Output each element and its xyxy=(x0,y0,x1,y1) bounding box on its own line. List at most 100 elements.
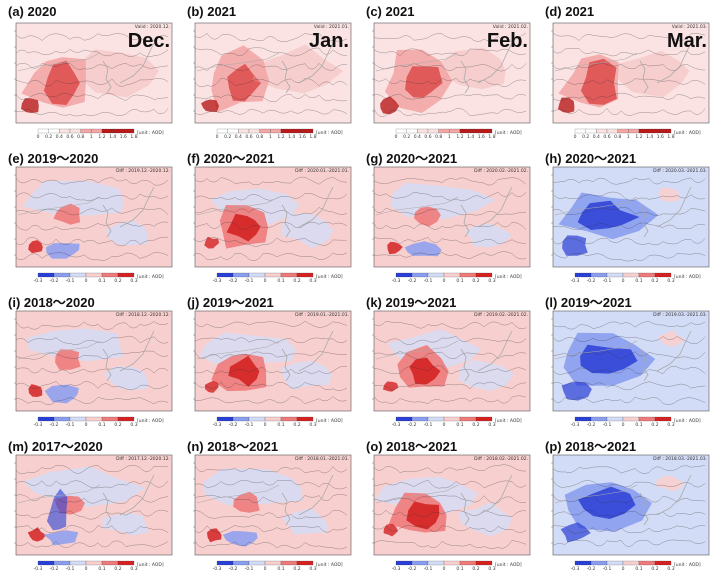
colorbar-unit: [unit : AOD] xyxy=(495,418,522,424)
colorbar-segment xyxy=(280,128,292,134)
colorbar-segment xyxy=(248,560,266,566)
colorbar-segment xyxy=(459,272,477,278)
aod-region xyxy=(405,66,443,98)
colorbar-tick: -0.3 xyxy=(392,566,401,572)
colorbar-segment xyxy=(606,272,624,278)
colorbar-segment xyxy=(585,128,597,134)
aod-region xyxy=(617,50,690,98)
colorbar-tick: -0.1 xyxy=(66,422,75,428)
colorbar-segment xyxy=(449,128,461,134)
colorbar-tick: 0.2 xyxy=(45,134,52,140)
contour-line xyxy=(553,480,706,488)
aod-region xyxy=(464,223,513,248)
colorbar-tick: 0.2 xyxy=(114,278,121,284)
colorbar-tick: 0 xyxy=(574,134,577,140)
colorbar-tick: 1 xyxy=(448,134,451,140)
colorbar-segment xyxy=(654,560,672,566)
map-panel: (p) 2018～2021 Diff : 2018.03.-2021.03. -0.… xyxy=(541,436,713,577)
aod-region xyxy=(44,384,79,404)
colorbar-tick: 0.1 xyxy=(456,422,463,428)
colorbar-tick: 0.2 xyxy=(293,566,300,572)
colorbar-segment xyxy=(459,416,477,422)
contour-line xyxy=(16,540,169,548)
colorbar-tick: 0 xyxy=(264,566,267,572)
contour-line xyxy=(374,479,527,489)
aod-region xyxy=(413,206,441,227)
panel-header: Diff : 2019.12.-2020.12. xyxy=(116,168,170,174)
colorbar-tick: 0.2 xyxy=(293,422,300,428)
colorbar-segment xyxy=(101,128,113,134)
colorbar-segment xyxy=(654,416,672,422)
colorbar-tick: 0 xyxy=(264,422,267,428)
contour-line xyxy=(374,495,527,504)
colorbar-tick: 0.2 xyxy=(224,134,231,140)
aod-map: Valid : 2021.03.Mar. 0 0.2 0.4 0.6 0.8 1 1.2 1.4… xyxy=(551,22,710,140)
aod-region xyxy=(387,241,403,255)
colorbar-segment xyxy=(481,128,493,134)
colorbar-segment xyxy=(296,560,314,566)
aod-map: Diff : 2018.03.-2021.03. -0.3 -0.2 -0.1 0 0.1… xyxy=(551,454,710,572)
aod-region xyxy=(558,97,575,113)
coastline xyxy=(554,484,638,504)
colorbar-tick: 0.1 xyxy=(277,422,284,428)
map-panel: (c) 2021 Valid : 2021.02. Feb. 0 0.2 0.4 0.6 0.… xyxy=(362,4,534,145)
panel-header: Valid : 2021.03. xyxy=(672,24,707,30)
contour-line xyxy=(553,396,706,405)
colorbar-tick: 1 xyxy=(269,134,272,140)
contour-line xyxy=(374,48,527,57)
colorbar-segment xyxy=(101,416,119,422)
colorbar-segment xyxy=(443,416,461,422)
colorbar-tick: 0.1 xyxy=(456,278,463,284)
panel-label: (o) 2018～2021 xyxy=(366,439,458,454)
coastline xyxy=(656,330,692,372)
contour-line xyxy=(16,509,169,520)
aod-region xyxy=(561,381,592,401)
contour-line xyxy=(374,395,527,405)
aod-region xyxy=(79,49,160,98)
colorbar-tick: 1.8 xyxy=(488,134,495,140)
colorbar-tick: 0.1 xyxy=(277,278,284,284)
contour-line xyxy=(195,63,348,72)
coastline xyxy=(102,348,112,382)
colorbar-tick: -0.3 xyxy=(213,566,222,572)
panel-label: (n) 2018～2021 xyxy=(187,439,279,454)
aod-region xyxy=(390,182,496,219)
aod-region xyxy=(580,58,617,105)
coastline xyxy=(639,492,649,526)
contour-line xyxy=(374,321,527,330)
coastline xyxy=(460,60,470,94)
contour-line xyxy=(195,221,348,230)
aod-region xyxy=(227,63,262,102)
panel-label: (i) 2018～2020 xyxy=(8,295,95,310)
contour-line xyxy=(195,252,348,261)
aod-region xyxy=(280,360,332,390)
month-label: Jan. xyxy=(309,30,349,52)
colorbar-tick: 0.8 xyxy=(77,134,84,140)
map-panel: (j) 2019～2021 Diff : 2019.01.-2021.01. -0.… xyxy=(183,292,355,433)
aod-map: Diff : 2019.01.-2021.01. -0.3 -0.2 -0.1 0 0.1… xyxy=(193,310,352,428)
coastline xyxy=(281,348,291,382)
contour-line xyxy=(16,93,169,101)
coastline xyxy=(281,492,291,526)
coastline xyxy=(298,330,334,372)
aod-region xyxy=(383,523,398,537)
contour-line xyxy=(374,335,527,345)
map-panel: (b) 2021 Valid : 2021.01. Jan. 0 0.2 0.4 0.6 0.… xyxy=(183,4,355,145)
colorbar-tick: 0.2 xyxy=(582,134,589,140)
coastline xyxy=(477,474,513,516)
contour-line xyxy=(553,509,706,517)
contour-line xyxy=(374,365,527,374)
colorbar-unit: [unit : AOD] xyxy=(316,130,343,136)
colorbar-segment xyxy=(574,416,592,422)
colorbar-segment xyxy=(264,560,282,566)
colorbar-segment xyxy=(80,128,92,134)
colorbar-segment xyxy=(622,272,640,278)
colorbar-segment xyxy=(395,560,413,566)
colorbar-tick: 0 xyxy=(622,566,625,572)
panel-label: (k) 2019～2021 xyxy=(366,295,457,310)
coastline xyxy=(656,42,692,84)
colorbar-tick: 0.4 xyxy=(414,134,421,140)
colorbar-tick: 1.6 xyxy=(299,134,306,140)
contour-line xyxy=(195,47,348,57)
colorbar-tick: -0.1 xyxy=(245,566,254,572)
